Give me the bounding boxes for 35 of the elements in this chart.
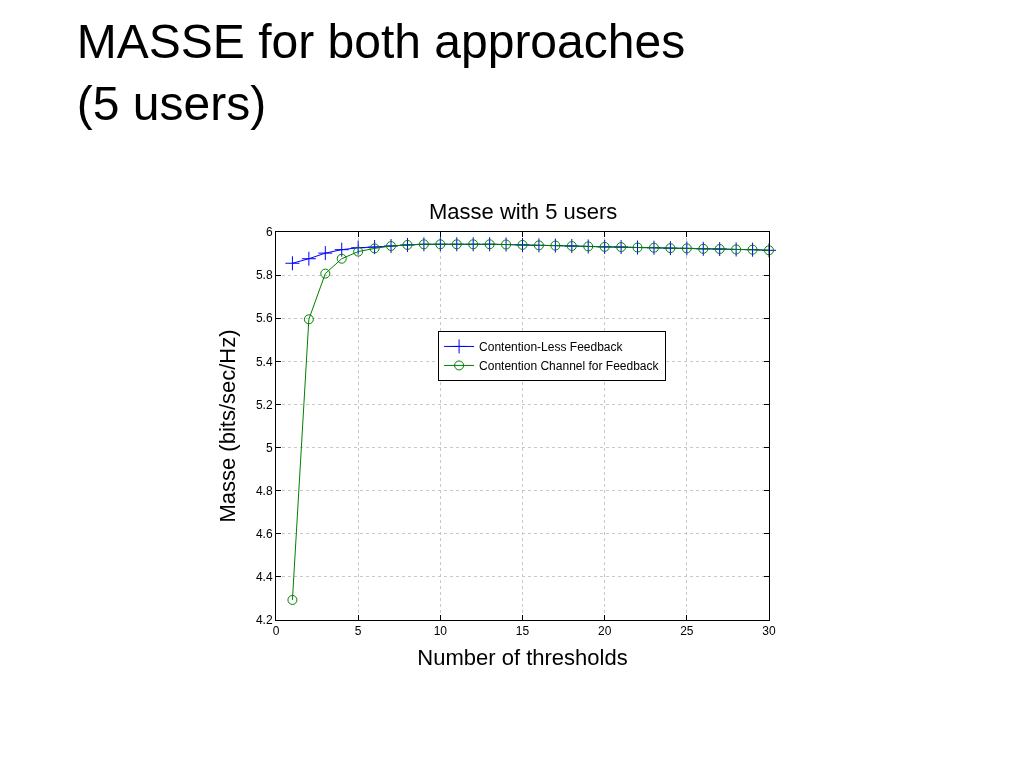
point [287,594,298,605]
y-tick-label: 4.2 [255,613,273,628]
y-tick-label: 4.4 [255,570,273,585]
y-tick-label: 6 [265,225,273,240]
legend-label: Contention Channel for Feedback [479,359,660,374]
x-tick-label: 10 [433,624,448,639]
x-axis-title: Number of thresholds [417,645,628,671]
y-tick-label: 5 [265,440,273,455]
point [303,314,314,325]
chart-subtitle: Masse with 5 users [429,199,618,224]
point [317,245,333,261]
x-tick-label: 15 [515,624,530,639]
x-tick-label: 30 [762,624,776,639]
point [301,251,317,267]
legend-label: Contention-Less Feedback [479,340,624,355]
y-axis-title: Masse (bits/sec/Hz) [214,329,240,523]
point [353,246,364,257]
y-tick-label: 5.4 [255,354,273,369]
y-tick-label: 5.2 [255,397,273,412]
point [350,240,366,256]
x-tick-label: 25 [680,624,694,639]
point [367,239,383,255]
chart-title: MASSE for both approaches (5 users) [76,14,686,130]
y-tick-label: 5.6 [255,311,273,326]
x-tick-label: 20 [597,624,612,639]
point [284,255,300,271]
point [369,243,380,254]
x-tick-label: 5 [354,624,362,639]
point [336,253,347,264]
point [320,268,331,279]
y-tick-label: 5.8 [255,268,273,283]
y-tick-label: 4.6 [255,526,273,541]
x-tick-label: 0 [272,624,280,639]
y-tick-label: 4.8 [255,483,273,498]
point [334,242,350,258]
